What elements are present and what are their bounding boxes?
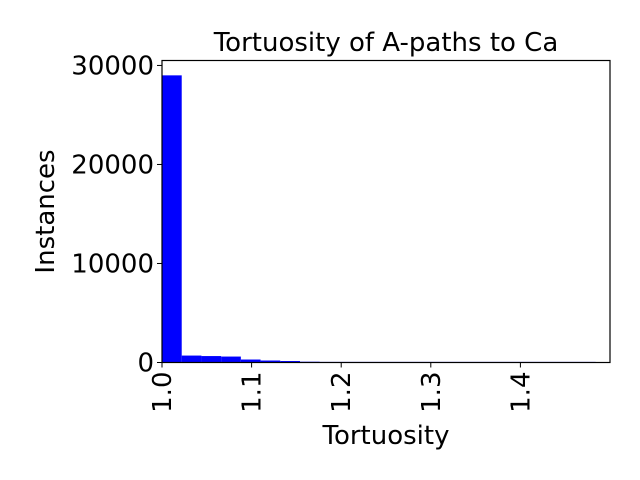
x-tick-label: 1.0 (148, 372, 178, 413)
x-tick-label: 1.3 (417, 372, 447, 413)
chart-title: Tortuosity of A-paths to Ca (213, 28, 559, 58)
y-tick-label: 20000 (71, 150, 154, 180)
histogram-bar (240, 359, 261, 363)
x-tick-label: 1.1 (238, 372, 268, 413)
y-tick-label: 30000 (71, 51, 154, 81)
histogram-bars (162, 75, 596, 363)
histogram-bar (280, 361, 300, 363)
x-tick-label: 1.2 (327, 372, 357, 413)
plot-frame (161, 59, 611, 364)
histogram-bar (260, 360, 281, 363)
y-axis-label: Instances (31, 149, 61, 273)
x-axis-label: Tortuosity (322, 421, 450, 451)
histogram-bar (201, 356, 222, 363)
y-tick-label: 10000 (71, 249, 154, 279)
histogram-bar (221, 356, 241, 363)
x-tick-label: 1.4 (506, 372, 536, 413)
y-tick-label: 0 (137, 349, 154, 379)
y-axis-ticks: 0 10000 20000 30000 (71, 51, 162, 379)
histogram-bar (162, 75, 182, 363)
x-axis-ticks: 1.0 1.1 1.2 1.3 1.4 (148, 362, 536, 413)
histogram-bar (181, 355, 202, 363)
